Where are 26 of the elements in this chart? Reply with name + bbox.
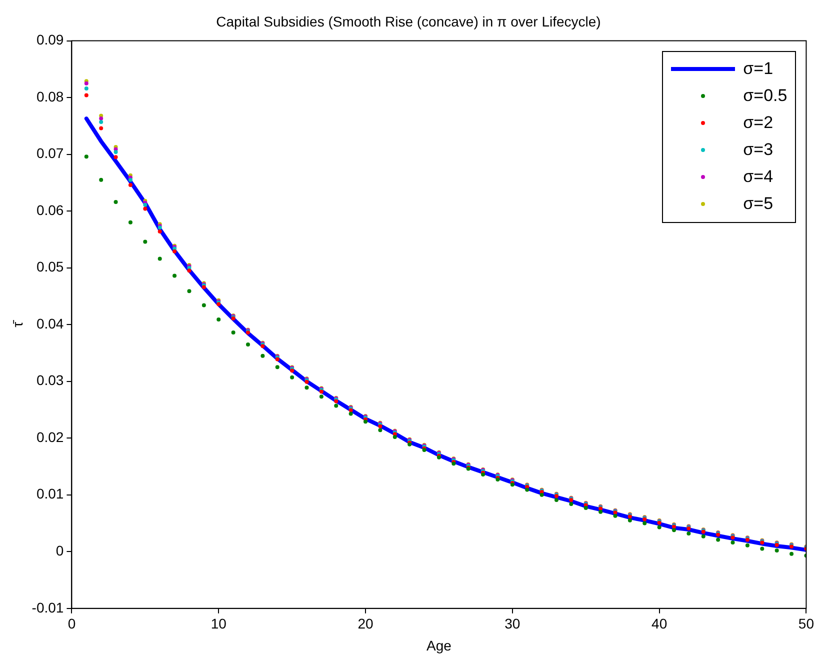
x-tick-label: 0: [68, 616, 76, 632]
y-axis-title: τ̄: [9, 320, 26, 328]
legend-label: σ=5: [743, 194, 774, 214]
y-tick-label: 0: [56, 542, 64, 558]
legend-label: σ=3: [743, 140, 774, 160]
legend-label: σ=2: [743, 113, 774, 134]
x-tick-label: 40: [652, 616, 668, 632]
y-tick-label: 0.04: [36, 315, 64, 332]
x-tick-label: 10: [210, 616, 227, 632]
y-tick-label: 0.02: [36, 428, 64, 445]
legend-label: σ=1: [743, 59, 774, 80]
y-tick-label: -0.01: [32, 599, 64, 616]
y-tick-label: 0.05: [36, 258, 64, 275]
x-tick-label: 30: [504, 616, 520, 632]
y-tick-label: 0.08: [36, 88, 64, 104]
x-axis-title: Age: [426, 637, 452, 654]
legend-label: σ=4: [743, 167, 774, 188]
x-tick-label: 50: [798, 616, 814, 632]
legend-label: σ=0.5: [743, 86, 788, 106]
y-tick-label: 0.01: [36, 486, 64, 502]
chart-title: Capital Subsidies (Smooth Rise (concave) in π over Lifecycle): [216, 13, 601, 30]
x-tick-label: 20: [358, 616, 374, 632]
y-tick-label: 0.07: [36, 145, 64, 162]
y-tick-label: 0.03: [36, 372, 64, 388]
y-tick-label: 0.06: [36, 202, 64, 218]
y-tick-label: 0.09: [36, 32, 64, 48]
